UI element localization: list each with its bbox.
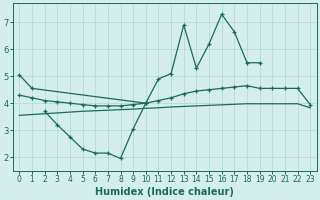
X-axis label: Humidex (Indice chaleur): Humidex (Indice chaleur) xyxy=(95,187,234,197)
